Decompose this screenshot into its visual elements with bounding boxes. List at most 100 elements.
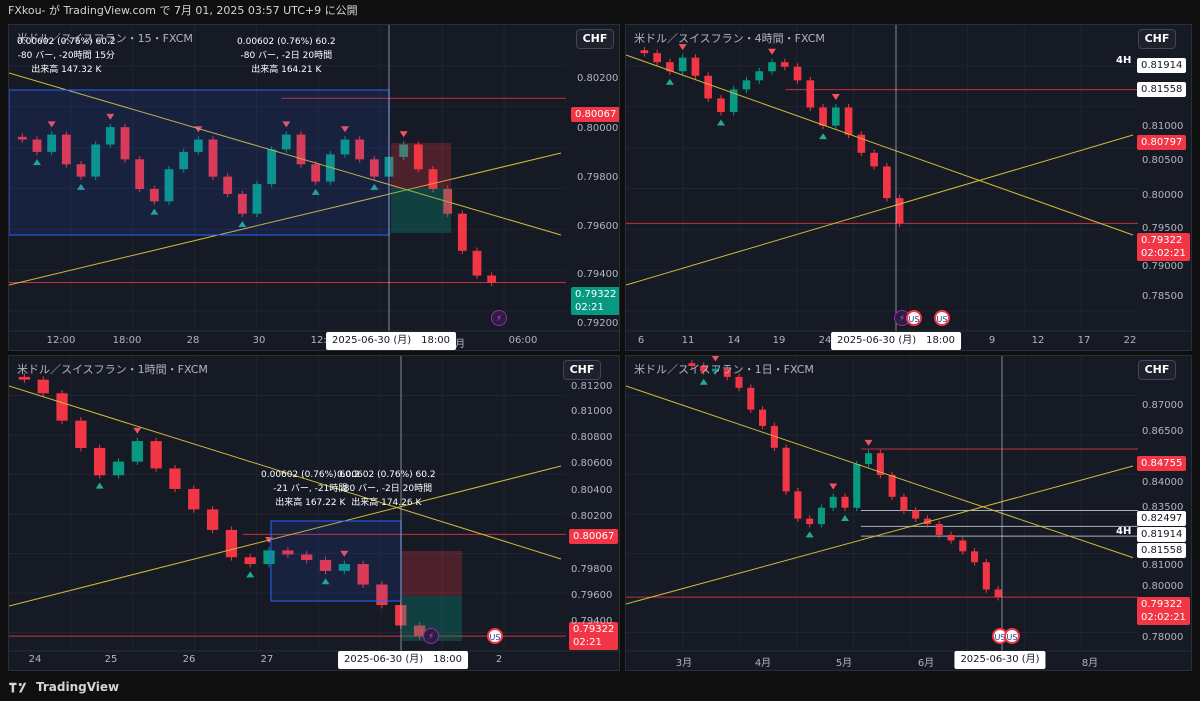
candle-body (428, 169, 438, 189)
measure-line: 0.00602 (0.76%) 60.2 (337, 470, 436, 480)
chart-panel-1d[interactable]: 米ドル／スイスフラン・1日・FXCM CHF 4H 0.84755 0.8249… (625, 355, 1192, 671)
chart-canvas-4h[interactable] (626, 25, 1192, 351)
candle-body (112, 461, 125, 476)
price-tag-last: 0.79322 02:02:21 (1137, 597, 1190, 625)
lightning-icon[interactable]: ⚡ (423, 628, 439, 644)
candle-body (252, 184, 262, 214)
x-tick: 6 (637, 335, 645, 346)
trendline-upper (9, 72, 562, 236)
y-tick: 0.79600 (571, 590, 613, 601)
candle-body (206, 509, 219, 530)
y-tick: 0.79800 (571, 564, 613, 575)
currency-button[interactable]: CHF (1138, 29, 1176, 49)
chart-panel-1h[interactable]: 米ドル／スイスフラン・1時間・FXCM CHF 0.00602 (0.76%) … (8, 355, 620, 671)
candle-body (487, 275, 497, 283)
candle-body (263, 550, 275, 565)
x-tick: 7月 (448, 339, 466, 350)
range-box (270, 520, 402, 602)
candle-body (831, 107, 840, 126)
swing-high-marker (831, 94, 840, 101)
chart-canvas-1d[interactable] (626, 356, 1192, 671)
candle-body (900, 496, 908, 511)
swing-low-marker (321, 578, 330, 585)
measure-box-2: 0.00602 (0.76%) 60.2 -80 バー, -2日 20時間 出来… (237, 35, 336, 77)
candle-body (296, 134, 306, 165)
candle-body (759, 409, 767, 426)
price-tag-level: 0.81558 (1137, 543, 1187, 558)
x-tick: 3月 (675, 658, 693, 669)
y-tick: 0.80400 (571, 485, 613, 496)
price-tag-level: 0.81914 (1137, 527, 1187, 542)
chart-canvas-1h[interactable] (9, 356, 620, 671)
candle-body (472, 250, 482, 276)
last-price: 0.79322 (575, 289, 617, 300)
candle-body (76, 164, 86, 177)
measure-line: 出来高 147.32 K (31, 65, 102, 75)
last-price: 0.79322 (1141, 235, 1183, 246)
candle-body (319, 559, 332, 571)
us-flag-icon[interactable]: US (934, 310, 950, 326)
x-tick: 6月 (917, 658, 935, 669)
candle-body (829, 496, 837, 508)
us-flag-icon[interactable]: US (906, 310, 922, 326)
candle-body (75, 420, 87, 448)
candle-body (844, 107, 853, 135)
y-tick: 0.79200 (577, 318, 619, 329)
swing-high-marker (711, 356, 720, 362)
price-tag-last: 0.79322 02:21 (569, 622, 619, 650)
price-tag-resistance: 0.84755 (1137, 456, 1187, 471)
candle-body (704, 75, 713, 99)
candle-body (747, 387, 755, 410)
crosshair-date-label: 2025-06-30 (月) 18:00 (831, 332, 961, 350)
chart-canvas-15m[interactable] (9, 25, 620, 351)
swing-low-marker (77, 183, 85, 190)
candle-body (806, 518, 814, 525)
candle-body (357, 564, 369, 585)
currency-button[interactable]: CHF (563, 360, 601, 380)
chart-panel-4h[interactable]: 米ドル／スイスフラン・4時間・FXCM CHF 4H 0.81914 0.815… (625, 24, 1192, 351)
swing-low-marker (805, 531, 814, 538)
candle-body (91, 144, 101, 177)
y-tick: 0.79400 (571, 616, 613, 627)
swing-high-marker (864, 439, 873, 446)
candle-body (729, 89, 738, 113)
candle-body (17, 136, 27, 140)
y-tick: 0.79600 (577, 221, 619, 232)
chart-title: 米ドル／スイスフラン・1時間・FXCM (17, 363, 208, 376)
x-tick: 14 (727, 335, 741, 346)
price-tag-level: 0.81558 (1137, 82, 1187, 97)
bar-countdown: 02:21 (573, 637, 602, 648)
candle-body (883, 166, 891, 199)
trendline-upper (9, 385, 562, 560)
currency-button[interactable]: CHF (1138, 360, 1176, 380)
candle-body (935, 524, 943, 535)
swing-low-marker (716, 119, 725, 126)
y-tick: 0.81000 (1142, 121, 1184, 132)
chart-panel-15m[interactable]: 米ドル／スイスフラン・15・FXCM CHF 0.00602 (0.76%) 6… (8, 24, 620, 351)
measure-box-1: 0.00602 (0.76%) 60.2 -21 バー, -21時間 出来高 1… (261, 468, 360, 510)
x-tick: 4月 (754, 658, 772, 669)
currency-button[interactable]: CHF (576, 29, 614, 49)
timeframe-label: 4H (1116, 55, 1132, 66)
y-tick: 0.79800 (577, 172, 619, 183)
y-tick: 0.80800 (571, 432, 613, 443)
candle-body (717, 98, 725, 113)
bar-countdown: 02:21 (575, 302, 604, 313)
x-tick: 12:00 (46, 335, 76, 346)
x-tick: 26 (182, 654, 196, 665)
candle-body (32, 139, 42, 152)
measure-line: -80 バー, -2日 20時間 (340, 484, 433, 494)
y-tick: 0.83500 (1142, 502, 1184, 513)
candle-body (770, 425, 778, 448)
chart-title: 米ドル／スイスフラン・4時間・FXCM (634, 32, 825, 45)
swing-high-marker (133, 427, 142, 434)
measure-box-2: 0.00602 (0.76%) 60.2 -80 バー, -2日 20時間 出来… (337, 468, 436, 510)
measure-line: 出来高 164.21 K (251, 65, 322, 75)
us-flag-icon[interactable]: US (1004, 628, 1020, 644)
lightning-icon[interactable]: ⚡ (491, 310, 507, 326)
us-flag-icon[interactable]: US (487, 628, 503, 644)
price-tag-resistance: 0.80067 (569, 529, 619, 544)
x-tick: 12:00 (310, 335, 340, 346)
x-tick: 17 (1077, 335, 1091, 346)
candle-body (169, 468, 181, 489)
